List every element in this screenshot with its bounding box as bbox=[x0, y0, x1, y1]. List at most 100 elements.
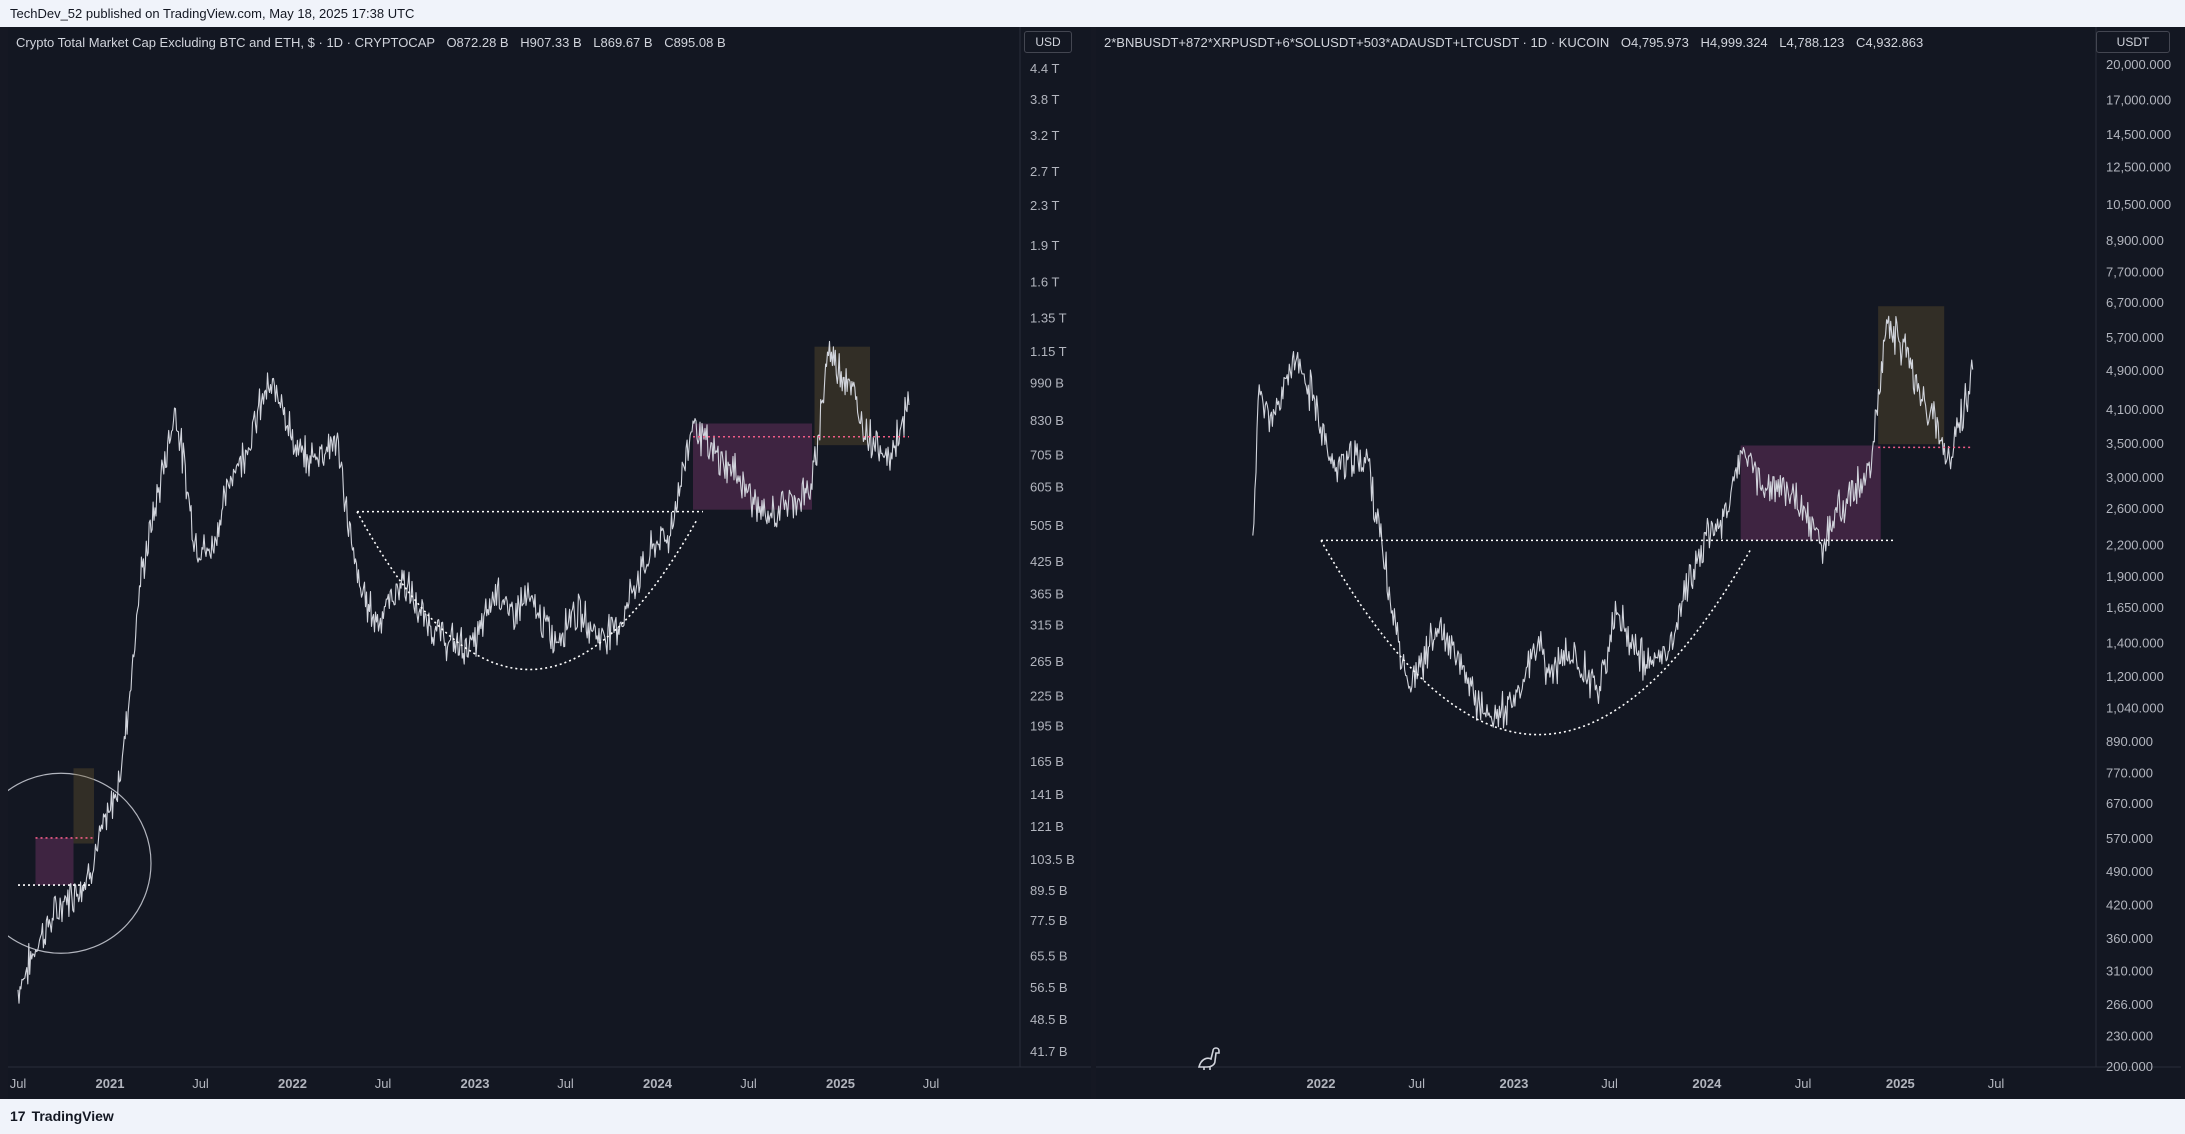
annotations[interactable] bbox=[8, 346, 871, 954]
x-tick-label: 2022 bbox=[278, 1076, 307, 1091]
currency-button-left[interactable]: USD bbox=[1024, 31, 1072, 53]
y-tick-label: 1.35 T bbox=[1030, 310, 1067, 325]
y-tick-label: 1.9 T bbox=[1030, 238, 1059, 253]
y-tick-label: 2,200.000 bbox=[2106, 537, 2164, 552]
ohlc-open-left: O872.28 B bbox=[446, 35, 509, 50]
y-tick-label: 670.000 bbox=[2106, 796, 2153, 811]
y-tick-label: 4.4 T bbox=[1030, 61, 1059, 76]
legend-right: 2*BNBUSDT+872*XRPUSDT+6*SOLUSDT+503*ADAU… bbox=[1104, 35, 1923, 50]
ohlc-low-right: L4,788.123 bbox=[1779, 35, 1845, 50]
chart-pane-left[interactable]: 4.4 T 3.8 T 3.2 T 2.7 T 2.3 T 1.9 T 1.6 T 1.35 … bbox=[8, 27, 1091, 1099]
symbol-title-right: 2*BNBUSDT+872*XRPUSDT+6*SOLUSDT+503*ADAU… bbox=[1104, 35, 1610, 50]
y-tick-label: 425 B bbox=[1030, 554, 1064, 569]
y-tick-label: 830 B bbox=[1030, 413, 1064, 428]
x-tick-label: 2025 bbox=[1886, 1076, 1915, 1091]
highlight-box[interactable] bbox=[73, 768, 95, 844]
y-tick-label: 310.000 bbox=[2106, 964, 2153, 979]
chart-right-svg[interactable]: 20,000.000 17,000.000 14,500.000 12,500.000… bbox=[1096, 27, 2181, 1099]
y-tick-label: 890.000 bbox=[2106, 734, 2153, 749]
x-tick-label: Jul bbox=[1408, 1076, 1425, 1091]
y-tick-label: 200.000 bbox=[2106, 1059, 2153, 1074]
ohlc-close-left: C895.08 B bbox=[664, 35, 726, 50]
y-tick-label: 103.5 B bbox=[1030, 852, 1075, 867]
symbol-title-left: Crypto Total Market Cap Excluding BTC an… bbox=[16, 35, 435, 50]
y-tick-label: 605 B bbox=[1030, 480, 1064, 495]
y-tick-label: 1,650.000 bbox=[2106, 600, 2164, 615]
x-tick-label: 2023 bbox=[1499, 1076, 1528, 1091]
x-tick-label: 2024 bbox=[1692, 1076, 1722, 1091]
ohlc-high-right: H4,999.324 bbox=[1700, 35, 1768, 50]
dino-icon bbox=[1197, 1047, 1220, 1070]
x-tick-label: 2022 bbox=[1307, 1076, 1336, 1091]
tradingview-brand[interactable]: 17 TradingView bbox=[10, 1108, 114, 1124]
cup-curve[interactable] bbox=[1320, 539, 1752, 736]
y-tick-label: 770.000 bbox=[2106, 766, 2153, 781]
price-series-line[interactable] bbox=[1252, 315, 1974, 729]
y-tick-label: 56.5 B bbox=[1030, 980, 1068, 995]
x-tick-label: Jul bbox=[192, 1076, 209, 1091]
y-tick-label: 1,400.000 bbox=[2106, 636, 2164, 651]
price-series-line[interactable] bbox=[17, 340, 910, 1004]
x-tick-label: Jul bbox=[1795, 1076, 1812, 1091]
tradingview-logo-icon: 17 bbox=[10, 1108, 26, 1124]
cup-curve[interactable] bbox=[356, 511, 698, 671]
y-tick-label: 1,040.000 bbox=[2106, 700, 2164, 715]
footer-bar: 17 TradingView bbox=[0, 1099, 2185, 1134]
x-tick-label: 2023 bbox=[461, 1076, 490, 1091]
y-tick-label: 990 B bbox=[1030, 376, 1064, 391]
x-tick-label: Jul bbox=[10, 1076, 27, 1091]
y-tick-label: 490.000 bbox=[2106, 864, 2153, 879]
y-tick-label: 420.000 bbox=[2106, 898, 2153, 913]
y-tick-label: 6,700.000 bbox=[2106, 295, 2164, 310]
chart-pane-right[interactable]: 20,000.000 17,000.000 14,500.000 12,500.000… bbox=[1096, 27, 2181, 1099]
y-tick-label: 3.2 T bbox=[1030, 128, 1059, 143]
currency-button-right[interactable]: USDT bbox=[2096, 31, 2170, 53]
publish-info: TechDev_52 published on TradingView.com,… bbox=[10, 6, 415, 21]
y-tick-label: 41.7 B bbox=[1030, 1044, 1068, 1059]
x-tick-label: 2021 bbox=[96, 1076, 125, 1091]
y-tick-label: 3,500.000 bbox=[2106, 436, 2164, 451]
highlight-box[interactable] bbox=[35, 837, 74, 886]
y-tick-label: 5,700.000 bbox=[2106, 330, 2164, 345]
chart-left-svg[interactable]: 4.4 T 3.8 T 3.2 T 2.7 T 2.3 T 1.9 T 1.6 T 1.35 … bbox=[8, 27, 1091, 1099]
time-axis[interactable]: Jul 2021 Jul 2022 Jul 2023 Jul 2024 Jul 2025 Jul bbox=[10, 1076, 940, 1091]
x-tick-label: Jul bbox=[923, 1076, 940, 1091]
price-axis[interactable]: 4.4 T 3.8 T 3.2 T 2.7 T 2.3 T 1.9 T 1.6 T 1.35 … bbox=[1030, 61, 1075, 1059]
x-tick-label: Jul bbox=[375, 1076, 392, 1091]
y-tick-label: 7,700.000 bbox=[2106, 265, 2164, 280]
highlight-box[interactable] bbox=[1878, 306, 1945, 445]
y-tick-label: 10,500.000 bbox=[2106, 197, 2171, 212]
x-tick-label: 2025 bbox=[826, 1076, 855, 1091]
y-tick-label: 77.5 B bbox=[1030, 913, 1068, 928]
y-tick-label: 360.000 bbox=[2106, 931, 2153, 946]
x-tick-label: 2024 bbox=[643, 1076, 673, 1091]
y-tick-label: 266.000 bbox=[2106, 997, 2153, 1012]
y-tick-label: 265 B bbox=[1030, 654, 1064, 669]
ohlc-close-right: C4,932.863 bbox=[1856, 35, 1924, 50]
time-axis[interactable]: 2022 Jul 2023 Jul 2024 Jul 2025 Jul bbox=[1307, 1076, 2005, 1091]
drawing-annotations[interactable] bbox=[18, 435, 909, 886]
y-tick-label: 8,900.000 bbox=[2106, 233, 2164, 248]
circle-annotation[interactable] bbox=[8, 772, 152, 954]
y-tick-label: 225 B bbox=[1030, 688, 1064, 703]
publish-info-bar: TechDev_52 published on TradingView.com,… bbox=[0, 0, 2185, 27]
x-tick-label: Jul bbox=[740, 1076, 757, 1091]
ohlc-open-right: O4,795.973 bbox=[1620, 35, 1689, 50]
y-tick-label: 65.5 B bbox=[1030, 949, 1068, 964]
y-tick-label: 141 B bbox=[1030, 787, 1064, 802]
y-tick-label: 17,000.000 bbox=[2106, 92, 2171, 107]
drawing-annotations[interactable] bbox=[1320, 446, 1973, 736]
y-tick-label: 230.000 bbox=[2106, 1029, 2153, 1044]
y-tick-label: 315 B bbox=[1030, 617, 1064, 632]
y-tick-label: 4,900.000 bbox=[2106, 363, 2164, 378]
y-tick-label: 3,000.000 bbox=[2106, 470, 2164, 485]
legend-left: Crypto Total Market Cap Excluding BTC an… bbox=[16, 35, 726, 50]
y-tick-label: 505 B bbox=[1030, 518, 1064, 533]
x-tick-label: Jul bbox=[1988, 1076, 2005, 1091]
y-tick-label: 14,500.000 bbox=[2106, 127, 2171, 142]
y-tick-label: 165 B bbox=[1030, 754, 1064, 769]
ohlc-high-left: H907.33 B bbox=[520, 35, 582, 50]
highlight-box[interactable] bbox=[814, 346, 871, 446]
y-tick-label: 12,500.000 bbox=[2106, 159, 2171, 174]
price-axis[interactable]: 20,000.000 17,000.000 14,500.000 12,500.000… bbox=[2106, 57, 2171, 1074]
